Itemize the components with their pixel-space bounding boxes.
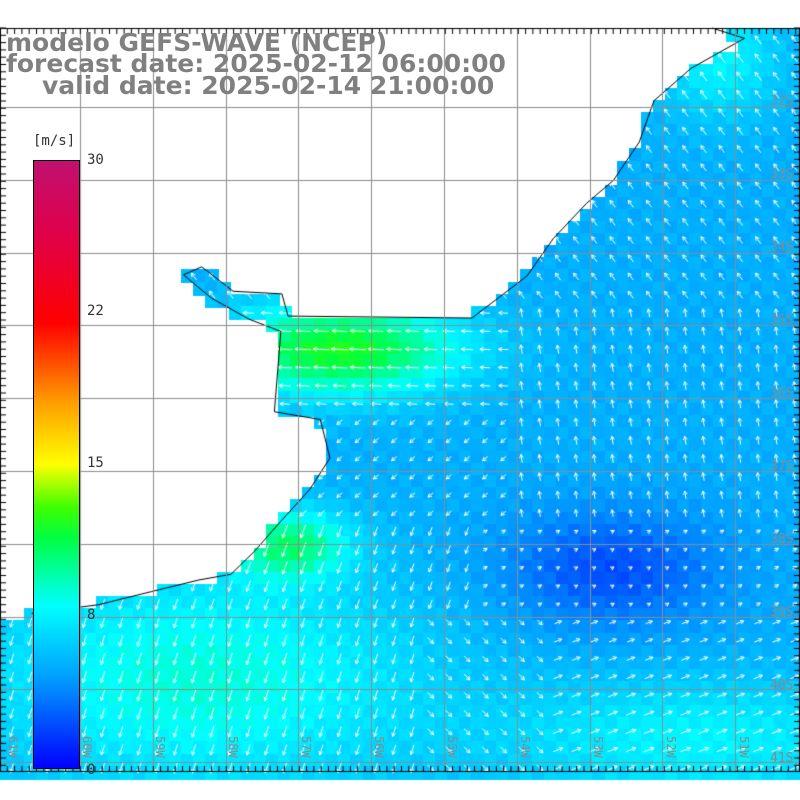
lon-label: 60W <box>80 736 94 758</box>
colorbar-tick: 15 <box>87 455 104 471</box>
lat-label: 35S <box>770 313 794 328</box>
colorbar <box>33 160 80 769</box>
forecast-date: forecast date: 2025-02-12 06:00:00 <box>6 49 506 78</box>
lon-label: 57W <box>299 736 313 758</box>
lat-label: 40S <box>770 678 794 693</box>
lat-label: 41S <box>770 751 794 766</box>
lon-label: 56W <box>372 736 386 758</box>
lon-label: 51W <box>737 736 751 758</box>
valid-date: valid date: 2025-02-14 21:00:00 <box>42 71 495 100</box>
lat-label: 33S <box>770 167 794 182</box>
colorbar-tick: 30 <box>87 152 104 168</box>
lon-label: 52W <box>664 736 678 758</box>
model-title: modelo GEFS-WAVE (NCEP) <box>6 28 388 57</box>
colorbar-unit: [m/s] <box>33 133 76 149</box>
lon-label: 58W <box>226 736 240 758</box>
lat-label: 37S <box>770 459 794 474</box>
colorbar-tick: 0 <box>87 762 96 778</box>
lat-label: 38S <box>770 532 794 547</box>
colorbar-tick: 22 <box>87 303 104 319</box>
lat-label: 34S <box>770 240 794 255</box>
lat-label: 32S <box>770 94 794 109</box>
colorbar-tick: 8 <box>87 607 96 623</box>
lat-label: 36S <box>770 386 794 401</box>
lon-label: 61W <box>6 736 20 758</box>
lon-label: 53W <box>591 736 605 758</box>
lon-label: 59W <box>153 736 167 758</box>
lon-label: 54W <box>518 736 532 758</box>
lon-label: 55W <box>445 736 459 758</box>
lat-label: 39S <box>770 605 794 620</box>
